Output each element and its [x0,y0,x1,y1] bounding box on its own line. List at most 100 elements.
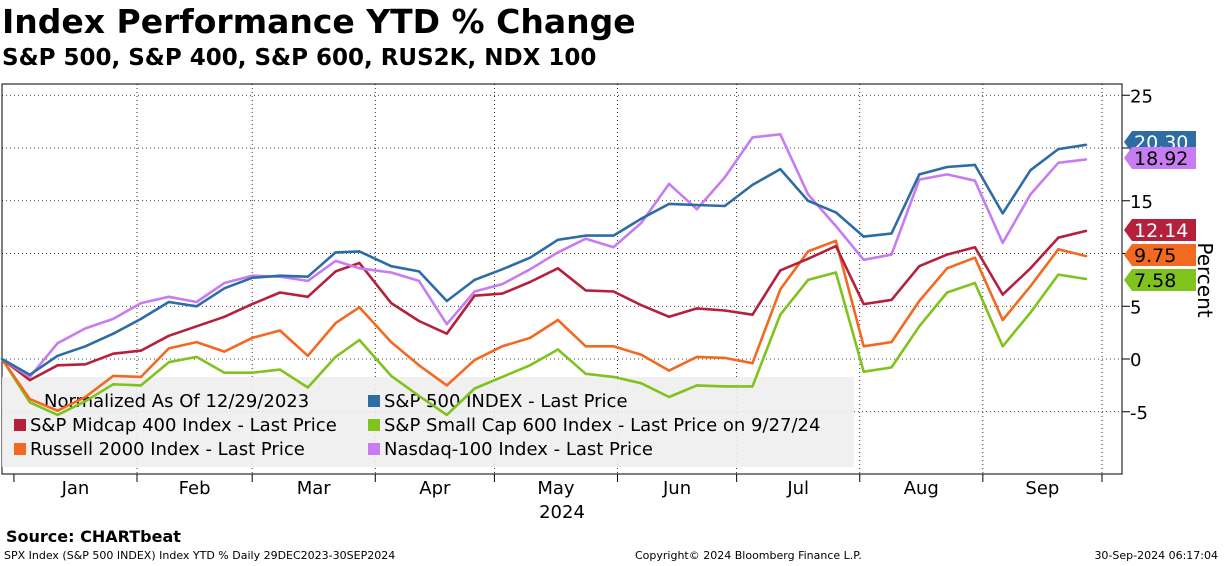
data-point [890,340,893,344]
footer-security-info: SPX Index (S&P 500 INDEX) Index YTD % Da… [4,549,396,562]
data-point [945,267,949,270]
data-point [584,237,587,240]
series-line [0,239,1087,413]
data-point [334,270,337,273]
data-point [918,299,921,303]
data-point [918,173,921,176]
series-line [0,271,1087,417]
data-point [501,292,504,295]
data-point [806,257,810,260]
data-point [0,357,4,361]
data-point [1001,293,1004,296]
data-point [417,279,421,283]
data-point [223,315,226,318]
last-value-tag: 18.92 [1124,147,1196,170]
data-point [1029,193,1032,196]
y-axis-label: Percent [1193,242,1217,317]
data-point [306,275,309,278]
data-point [640,217,643,220]
data-point [862,345,865,348]
data-point [890,366,893,369]
x-tick-label: May [537,478,575,499]
data-point [1057,147,1060,151]
data-point [806,193,810,196]
data-point [612,345,615,348]
x-year-label: 2024 [539,502,585,523]
data-point [667,315,671,318]
data-point [334,321,337,325]
data-point [278,274,282,277]
series-line [1,133,1087,379]
y-tick-label: -5 [1130,403,1148,424]
data-point [278,291,282,294]
data-point [973,179,977,182]
data-point [334,259,337,263]
data-point [358,338,361,342]
data-point [779,288,782,291]
data-point [890,253,893,256]
data-point [973,246,977,249]
data-point [1029,311,1032,314]
legend-item-label: S&P 500 INDEX - Last Price [384,391,628,412]
data-point [528,364,532,367]
data-point [973,256,977,259]
series-s-p-small-cap-600-index [0,271,1088,417]
data-point [584,345,587,348]
data-point [56,413,59,417]
data-point [473,294,476,297]
x-tick-label: Jul [786,478,809,499]
last-value-tag: 7.58 [1124,269,1196,292]
data-point [306,354,309,357]
last-value-tag-shape [1124,269,1196,291]
data-point [167,347,170,350]
data-point [112,317,115,321]
data-point [195,300,198,304]
data-point [84,345,87,348]
data-point [1084,254,1088,258]
footer-copyright: Copyright© 2024 Bloomberg Finance L.P. [635,549,862,562]
chart-subtitle: S&P 500, S&P 400, S&P 600, RUS2K, NDX 10… [2,45,597,71]
data-point [28,373,31,376]
data-point [890,232,893,235]
data-point [1001,318,1004,322]
data-point [695,208,699,211]
data-point [528,336,532,340]
last-value-label: 12.14 [1134,220,1188,242]
x-tick-label: Sep [1025,478,1059,499]
data-point [973,281,977,285]
data-point [862,302,865,306]
data-point [445,299,448,303]
data-point [139,349,143,352]
series-line [1,229,1087,382]
data-point [1084,277,1088,281]
data-point [28,378,31,382]
data-point [806,250,810,253]
data-point [28,401,31,404]
data-point [667,369,671,372]
data-point [390,374,393,378]
data-point [112,374,115,378]
legend-swatch [368,443,380,455]
data-point [167,334,170,337]
data-point [251,276,254,279]
data-point [584,372,587,375]
y-tick-label: 0 [1130,350,1141,371]
footer-timestamp: 30-Sep-2024 06:17:04 [1094,549,1218,562]
data-point [445,384,448,387]
data-point [445,332,448,335]
legend-item-label: S&P Small Cap 600 Index - Last Price on … [384,415,820,436]
data-point [834,244,838,248]
data-point [584,289,587,292]
data-point [667,182,671,186]
data-point [251,336,254,340]
data-point [306,295,309,298]
data-point [918,325,921,328]
data-point [306,386,309,389]
data-point [390,301,393,305]
data-point [723,309,726,312]
data-point [973,163,977,167]
legend-swatch [14,419,26,431]
x-tick-label: Jun [662,478,691,499]
legend-swatch [14,443,26,455]
data-point [723,356,726,360]
